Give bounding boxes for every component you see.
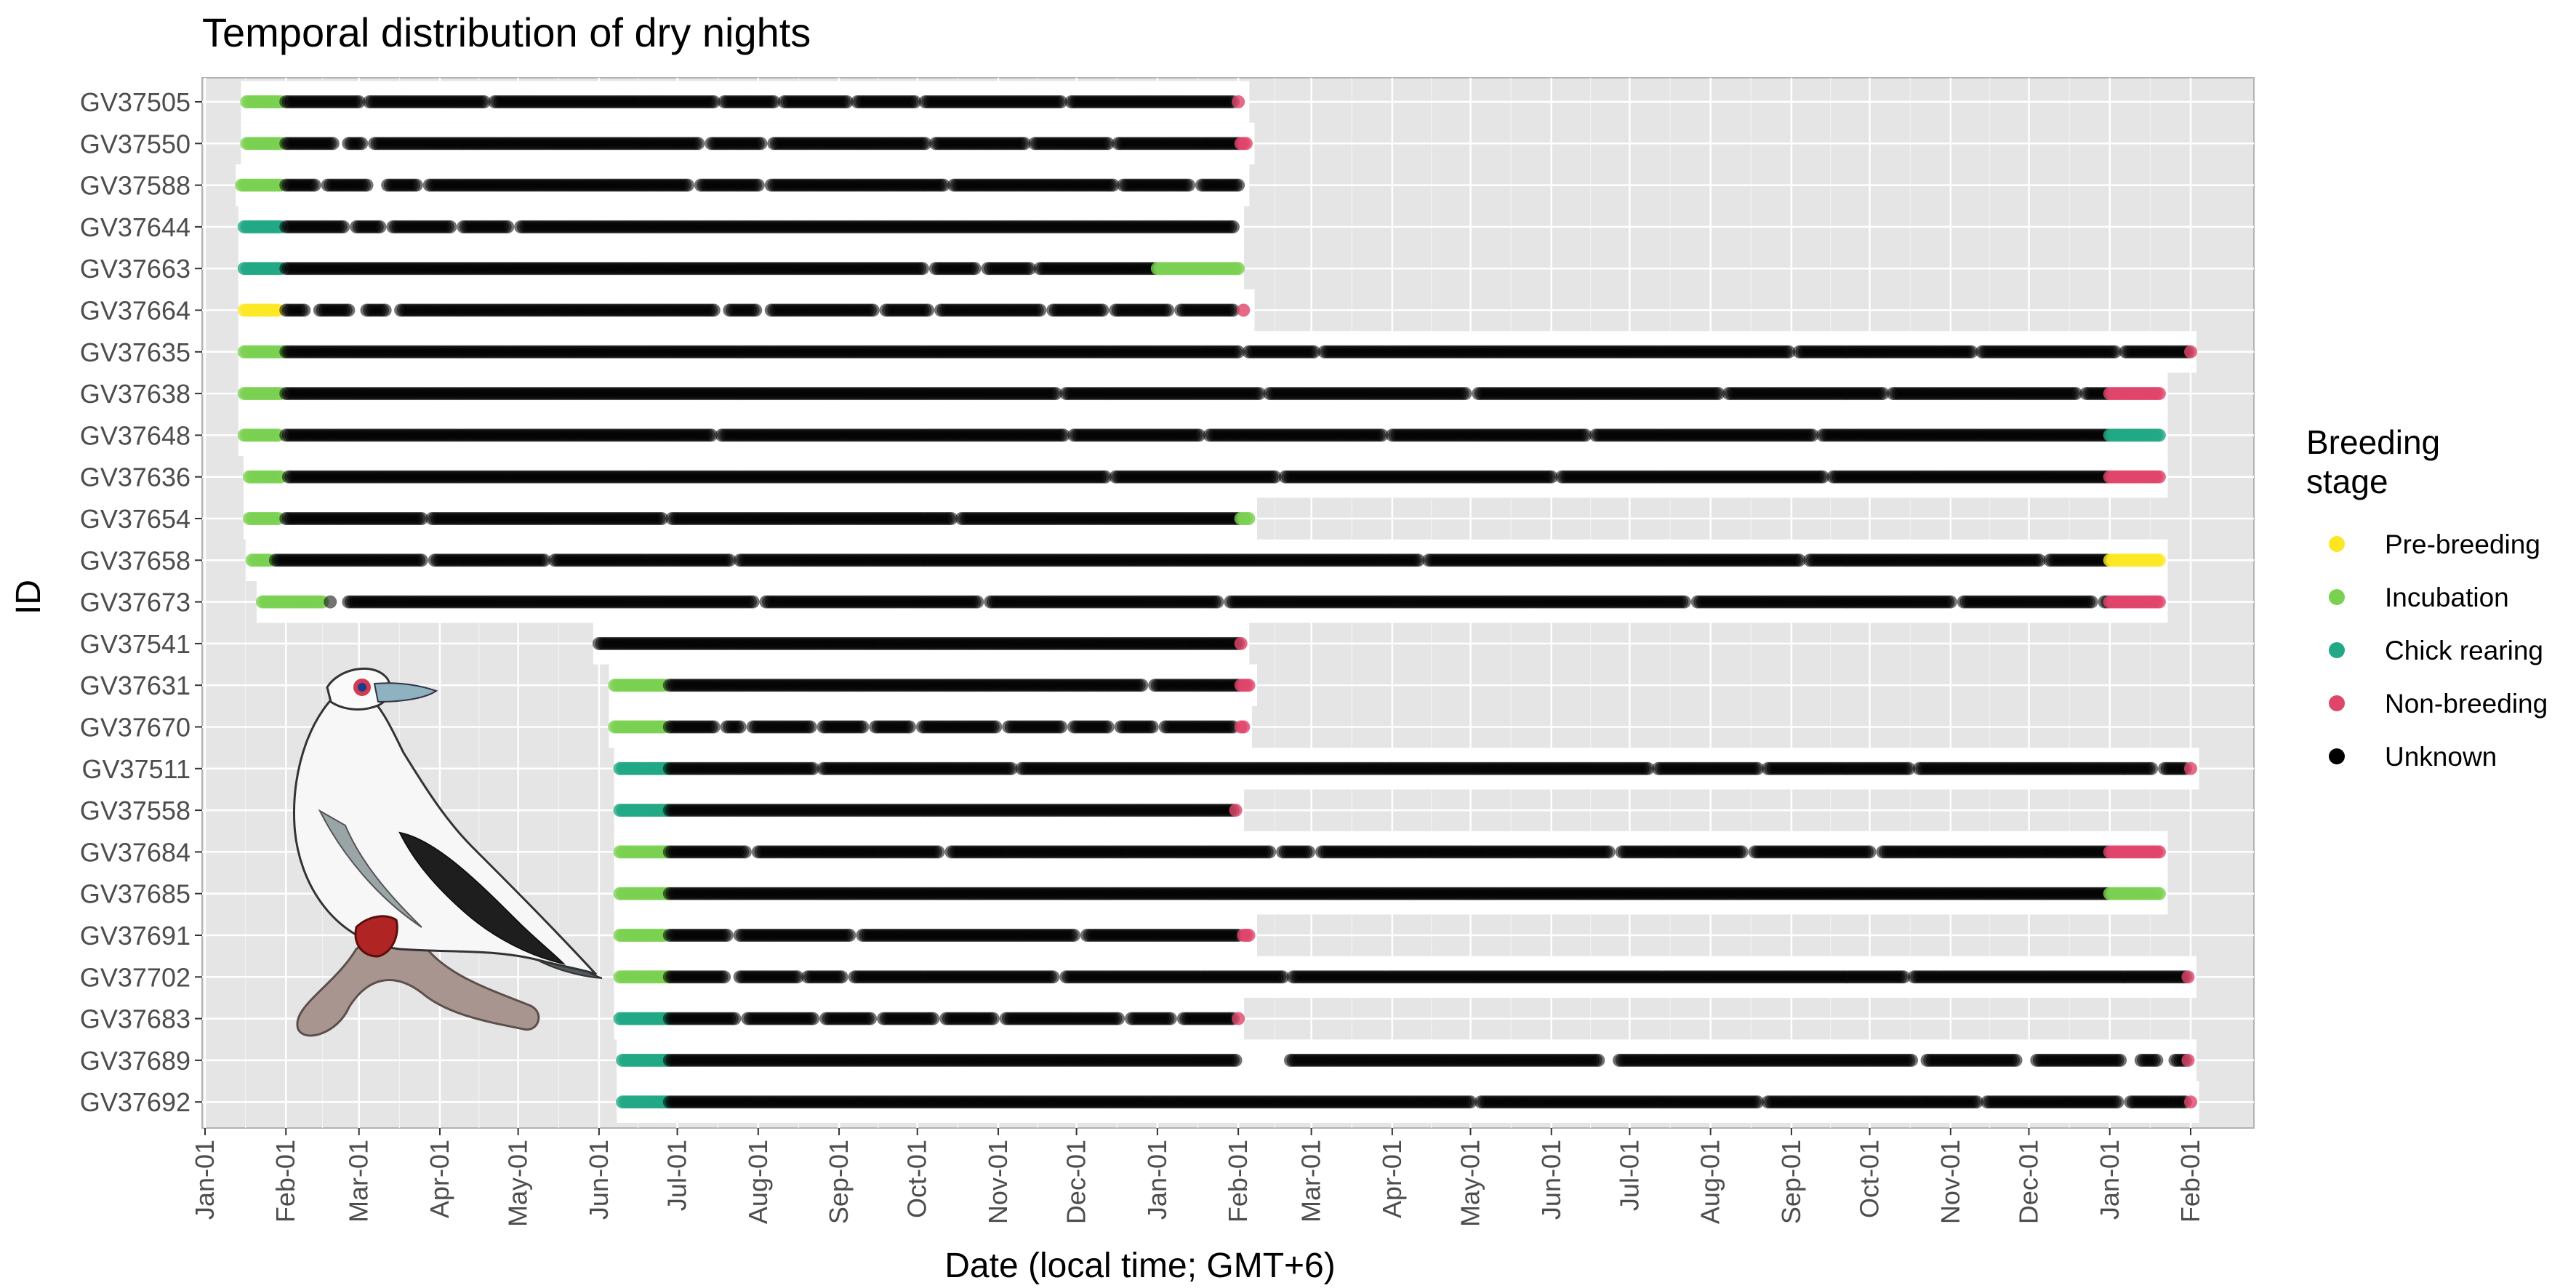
data-point xyxy=(921,303,935,317)
data-point xyxy=(1101,137,1115,151)
data-point xyxy=(1096,303,1110,317)
data-point xyxy=(308,178,321,192)
data-point xyxy=(1054,95,1068,108)
data-point xyxy=(918,137,932,151)
data-point xyxy=(1106,178,1120,192)
data-point xyxy=(477,95,491,108)
data-point xyxy=(707,95,721,108)
data-point xyxy=(1181,178,1195,192)
data-point xyxy=(501,220,515,233)
data-point xyxy=(936,178,950,192)
data-point xyxy=(908,95,922,108)
data-point xyxy=(326,137,340,151)
data-point xyxy=(2184,345,2197,359)
data-point xyxy=(915,262,929,276)
data-point xyxy=(337,220,350,233)
data-point xyxy=(1232,262,1245,276)
data-point xyxy=(681,178,694,192)
data-point xyxy=(1161,303,1175,317)
data-point xyxy=(840,95,854,108)
data-point xyxy=(2152,428,2166,442)
data-point xyxy=(1033,303,1047,317)
data-point xyxy=(409,178,423,192)
data-point xyxy=(968,262,982,276)
data-point xyxy=(1239,137,1253,151)
data-point xyxy=(691,137,705,151)
data-point xyxy=(2152,387,2166,401)
data-point xyxy=(378,303,392,317)
data-point xyxy=(767,95,781,108)
data-point xyxy=(749,303,763,317)
data-point xyxy=(1237,303,1251,317)
data-point xyxy=(297,303,311,317)
data-point xyxy=(373,220,387,233)
data-point xyxy=(1232,95,1245,108)
data-point xyxy=(1458,387,1472,401)
data-point xyxy=(1017,137,1031,151)
data-point xyxy=(1232,178,1245,192)
data-point xyxy=(754,137,768,151)
data-point xyxy=(352,95,366,108)
data-point xyxy=(360,178,374,192)
chart-title: Temporal distribution of dry nights xyxy=(202,9,811,55)
data-point xyxy=(866,303,880,317)
data-points xyxy=(235,95,2197,1109)
data-point xyxy=(707,303,721,317)
data-point xyxy=(355,137,369,151)
data-point xyxy=(342,303,356,317)
data-point xyxy=(444,220,457,233)
data-point xyxy=(1226,220,1240,233)
data-point xyxy=(751,178,765,192)
